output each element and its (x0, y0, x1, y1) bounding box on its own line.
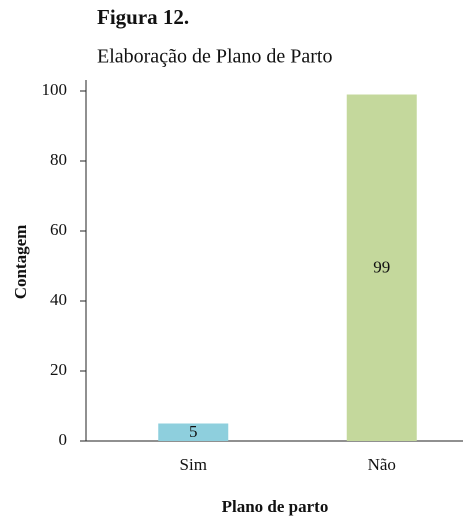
x-axis-label: Plano de parto (222, 497, 329, 516)
chart-subtitle: Elaboração de Plano de Parto (97, 46, 332, 68)
y-tick-label: 60 (50, 220, 67, 239)
y-tick-label: 100 (42, 80, 68, 99)
value-label: 99 (373, 258, 390, 277)
y-tick-label: 20 (50, 360, 67, 379)
chart-title: Figura 12. (97, 5, 189, 29)
y-axis-label: Contagem (11, 225, 30, 300)
y-tick-label: 0 (59, 430, 68, 449)
y-tick-label: 40 (50, 290, 67, 309)
value-label: 5 (189, 422, 198, 441)
x-tick-label: Sim (180, 455, 207, 474)
bar (158, 423, 229, 441)
x-tick-label: Não (368, 455, 396, 474)
y-tick-label: 80 (50, 150, 67, 169)
bar (346, 94, 417, 441)
